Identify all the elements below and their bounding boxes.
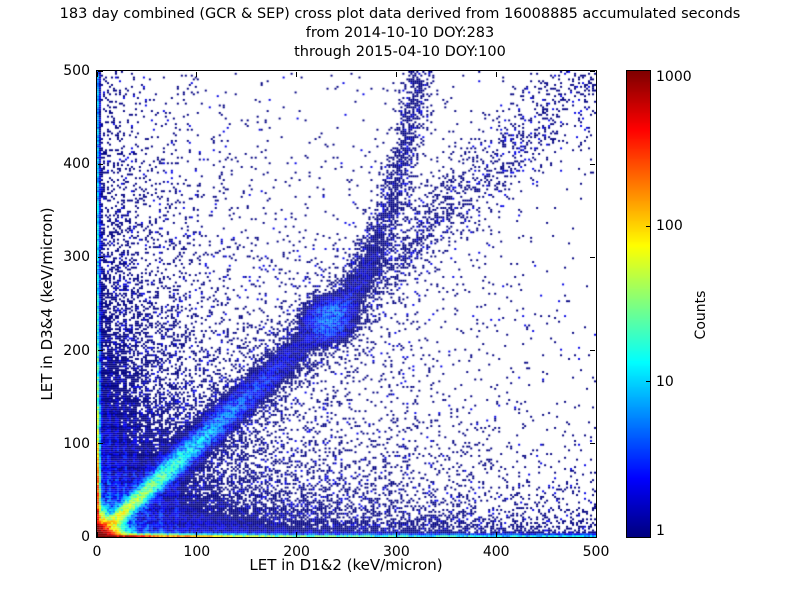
x-tick-mark	[595, 532, 597, 537]
y-right-tick-mark	[590, 256, 595, 258]
x-axis-label: LET in D1&2 (keV/micron)	[249, 556, 443, 574]
y-right-tick-mark	[590, 350, 595, 352]
y-tick-label: 0	[81, 529, 90, 545]
y-tick-label: 400	[63, 156, 90, 173]
x-tick-mark	[395, 532, 397, 537]
y-right-tick-mark	[590, 70, 595, 72]
colorbar-frame	[626, 70, 651, 538]
y-tick-mark	[98, 163, 103, 165]
y-right-tick-mark	[590, 536, 595, 538]
x-tick-label: 500	[582, 544, 610, 560]
x-tick-label: 300	[383, 544, 410, 560]
colorbar-tick-label: 100	[656, 218, 683, 235]
y-tick-mark	[98, 70, 103, 72]
title-line-1: 183 day combined (GCR & SEP) cross plot …	[59, 6, 741, 22]
y-right-tick-mark	[590, 163, 595, 165]
x-tick-mark	[196, 532, 198, 537]
colorbar-label: Counts	[693, 290, 709, 340]
plot-frame	[96, 70, 597, 538]
density-plot-canvas	[97, 71, 596, 537]
title-line-2: from 2014-10-10 DOY:283	[305, 25, 495, 41]
colorbar-tick-label: 10	[656, 373, 674, 390]
x-top-tick-mark	[395, 72, 397, 77]
y-tick-label: 500	[63, 63, 90, 79]
x-top-tick-mark	[595, 72, 597, 77]
x-tick-mark	[96, 532, 98, 537]
colorbar-tick-label: 1	[656, 523, 665, 539]
x-tick-label: 400	[482, 544, 510, 560]
y-tick-mark	[98, 536, 103, 538]
x-top-tick-mark	[495, 72, 497, 77]
x-tick-label: 200	[283, 544, 310, 560]
x-tick-mark	[495, 532, 497, 537]
y-tick-label: 200	[63, 342, 90, 359]
x-top-tick-mark	[196, 72, 198, 77]
colorbar-tick-mark	[646, 225, 650, 227]
x-tick-label: 0	[92, 544, 102, 560]
title-line-3: through 2015-04-10 DOY:100	[294, 44, 506, 60]
x-tick-mark	[296, 532, 298, 537]
y-axis-label: LET in D3&4 (keV/micron)	[38, 207, 56, 401]
y-tick-mark	[98, 350, 103, 352]
y-tick-mark	[98, 443, 103, 445]
colorbar-gradient	[627, 71, 650, 537]
x-tick-label: 100	[183, 544, 211, 560]
y-right-tick-mark	[590, 443, 595, 445]
y-tick-label: 300	[63, 249, 90, 266]
colorbar-tick-label: 1000	[656, 69, 692, 85]
chart-title: 183 day combined (GCR & SEP) cross plot …	[0, 5, 800, 62]
x-top-tick-mark	[296, 72, 298, 77]
x-top-tick-mark	[96, 72, 98, 77]
y-tick-label: 100	[63, 435, 90, 452]
y-tick-mark	[98, 256, 103, 258]
colorbar-tick-mark	[646, 381, 650, 383]
